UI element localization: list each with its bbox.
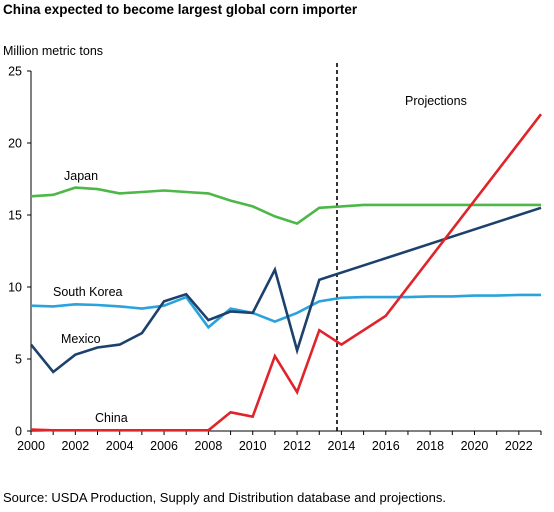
y-tick-label: 0 [15, 425, 22, 439]
series-line-china [30, 113, 543, 432]
x-tick-label: 2016 [372, 439, 400, 453]
y-tick-label: 20 [8, 137, 22, 151]
x-tick-label: 2004 [106, 439, 134, 453]
x-axis-ticks: 2000 2002 2004 2006 2008 2010 2012 2014 2016 2018… [17, 431, 542, 453]
x-tick-label: 2008 [194, 439, 222, 453]
x-tick-label: 2022 [505, 439, 533, 453]
x-tick-label: 2010 [239, 439, 267, 453]
series-label-south-korea: South Korea [53, 285, 123, 299]
series-label-mexico: Mexico [61, 332, 101, 346]
x-tick-label: 2020 [461, 439, 489, 453]
y-axis-ticks: 0 5 10 15 20 25 [8, 65, 31, 439]
projection-label: Projections [405, 94, 467, 108]
x-tick-label: 2012 [283, 439, 311, 453]
chart-title: China expected to become largest global … [3, 2, 358, 17]
x-tick-label: 2000 [17, 439, 45, 453]
series-label-japan: Japan [64, 169, 98, 183]
x-tick-label: 2014 [328, 439, 356, 453]
x-tick-label: 2006 [150, 439, 178, 453]
source-note: Source: USDA Production, Supply and Dist… [3, 490, 446, 505]
series-line-mexico [29, 206, 542, 374]
axes [30, 71, 541, 432]
y-tick-label: 10 [8, 281, 22, 295]
series-label-china: China [95, 411, 128, 425]
series-labels: Japan South Korea Mexico China [53, 169, 128, 425]
series-lines [29, 113, 543, 432]
series-line-south-korea [30, 293, 541, 330]
y-tick-label: 25 [8, 65, 22, 79]
series-line-japan [30, 186, 541, 226]
x-tick-label: 2002 [61, 439, 89, 453]
y-tick-label: 15 [8, 209, 22, 223]
projection-marker: Projections [336, 63, 467, 431]
y-axis-label: Million metric tons [3, 44, 103, 58]
x-tick-label: 2018 [416, 439, 444, 453]
y-tick-label: 5 [15, 353, 22, 367]
